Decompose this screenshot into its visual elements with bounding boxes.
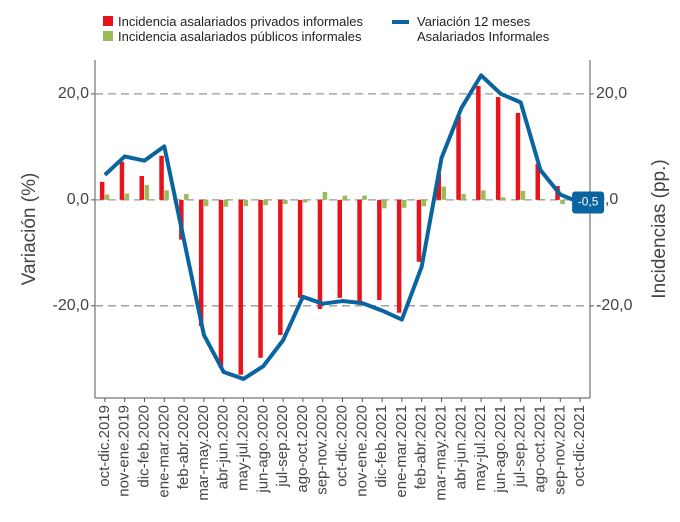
bar: [198, 199, 204, 326]
bar: [456, 116, 461, 200]
bar: [258, 199, 263, 358]
bar: [476, 85, 481, 200]
x-tick-label: oct-dic.2021: [571, 405, 588, 487]
x-tick-label: jun-ago.2020: [254, 405, 271, 494]
bar: [263, 199, 268, 206]
y2-tick-label: 20,0: [596, 85, 627, 102]
x-tick-label: mar-may.2020: [195, 405, 212, 501]
bar: [495, 97, 501, 200]
x-tick-label: oct-dic.2020: [333, 405, 350, 487]
bar: [396, 199, 402, 313]
bar: [377, 199, 382, 300]
bar: [337, 199, 342, 298]
bar: [560, 199, 565, 205]
x-tick-label: ene-mar.2020: [155, 405, 172, 498]
bar: [461, 194, 466, 200]
x-tick-label: abr-jun.2020: [215, 405, 232, 489]
bar: [436, 173, 441, 200]
bar: [362, 195, 367, 200]
x-tick-label: may-jul.2020: [234, 405, 251, 491]
legend-label: Incidencia asalariados privados informal…: [118, 14, 363, 29]
bar: [520, 190, 526, 200]
y2-axis-title: Incidencias (pp.): [649, 159, 670, 298]
x-tick-label: sep-nov.2020: [314, 405, 331, 495]
data-label-box: [572, 191, 605, 214]
bar: [421, 199, 427, 207]
legend-swatch: [103, 16, 113, 26]
bar: [416, 199, 422, 262]
x-tick-label: dic-feb.2021: [373, 405, 390, 488]
x-tick-label: jul-sep.2021: [512, 405, 529, 488]
y-tick-label: 20,0: [58, 85, 89, 102]
bar: [124, 193, 130, 200]
x-tick-label: jul-sep.2020: [274, 405, 291, 488]
bar: [342, 195, 347, 200]
x-tick-label: feb-abr.2021: [413, 405, 430, 489]
legend-label: Variación 12 meses Asalariados Informale…: [417, 14, 550, 44]
y2-tick-label: -20,0: [596, 297, 633, 314]
x-tick-label: ago-oct.2020: [294, 405, 311, 493]
line-series: [103, 73, 581, 381]
x-tick-label: dic-feb.2020: [135, 405, 152, 488]
bar: [104, 194, 110, 200]
bar: [203, 199, 209, 207]
bar: [283, 199, 288, 205]
x-tick-label: may-jul.2021: [472, 405, 489, 491]
bar: [317, 199, 323, 309]
x-tick-label: jun-ago.2021: [492, 405, 509, 494]
legend-swatch: [103, 31, 113, 41]
y-axis-title: Variación (%): [19, 173, 40, 286]
y-tick-label: 0,0: [67, 191, 89, 208]
x-tick-label: oct-dic.2019: [96, 405, 113, 487]
bar: [243, 199, 248, 207]
bar: [278, 199, 283, 335]
bar: [322, 191, 328, 200]
x-tick-label: ene-mar.2021: [393, 405, 410, 498]
bar: [218, 199, 224, 368]
x-tick-label: nov-ene.2019: [116, 405, 133, 497]
x-tick-label: feb-abr.2020: [175, 405, 192, 489]
y-tick-label: -20,0: [53, 297, 90, 314]
bar: [357, 199, 362, 305]
bar: [500, 197, 506, 200]
x-tick-label: sep-nov.2021: [551, 405, 568, 495]
bar: [401, 199, 407, 208]
bar: [481, 190, 486, 200]
bar: [540, 198, 545, 200]
bar: [99, 181, 105, 200]
bar: [184, 194, 189, 200]
x-tick-label: nov-ene.2020: [353, 405, 370, 497]
bar: [223, 199, 229, 207]
bar: [297, 199, 303, 298]
legend-label: Incidencia asalariados públicos informal…: [118, 29, 362, 44]
bar: [139, 176, 144, 200]
bar: [159, 155, 164, 200]
data-label: -0,5: [578, 195, 599, 209]
x-tick-label: abr-jun.2021: [452, 405, 469, 489]
bar: [535, 163, 540, 200]
bar: [441, 186, 446, 200]
bar: [382, 199, 387, 209]
bar: [119, 161, 125, 200]
x-tick-label: ago-oct.2021: [531, 405, 548, 493]
bar: [515, 112, 521, 200]
bar: [144, 185, 149, 200]
bar: [302, 199, 308, 203]
bar: [238, 199, 243, 375]
bar: [164, 190, 169, 200]
x-tick-label: mar-may.2021: [432, 405, 449, 501]
